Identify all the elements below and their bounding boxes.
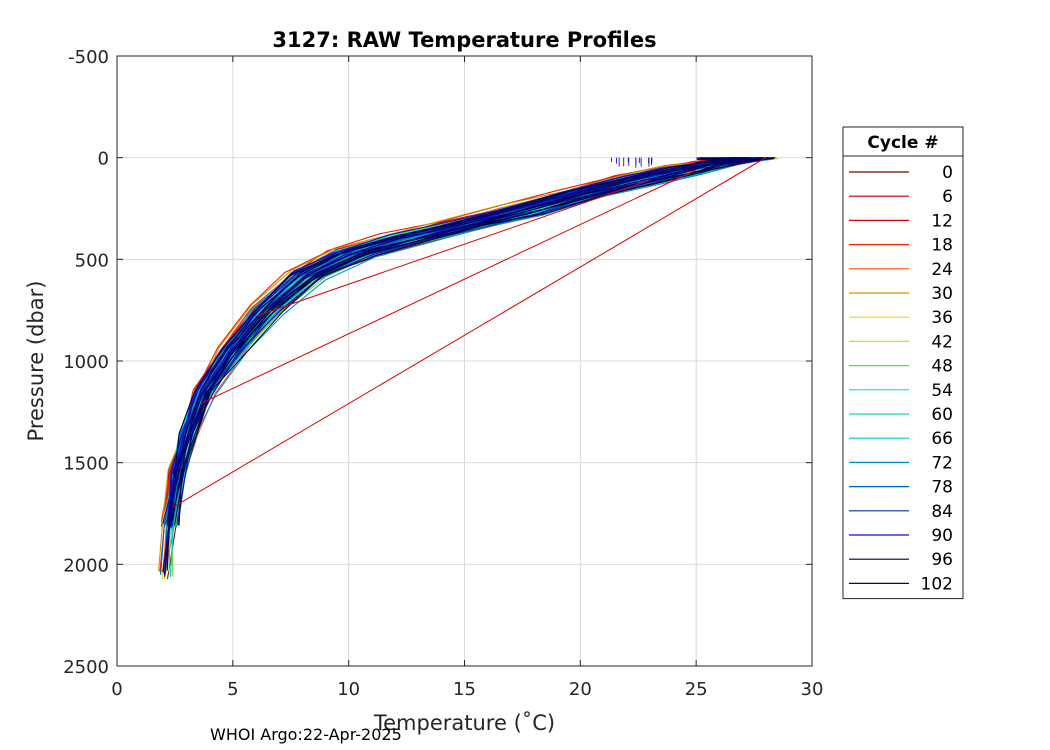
profile-line <box>175 158 775 527</box>
y-tick-label: 1000 <box>63 352 109 373</box>
legend-label: 0 <box>942 163 953 183</box>
outlier-segment <box>200 169 697 405</box>
profile-line <box>178 157 775 526</box>
legend-label: 30 <box>931 284 953 304</box>
legend-label: 102 <box>921 574 953 594</box>
legend-title: Cycle # <box>867 133 938 153</box>
x-tick-label: 25 <box>685 679 708 700</box>
profile-line <box>163 157 764 575</box>
y-tick-label: 2500 <box>63 657 109 678</box>
legend-label: 48 <box>931 357 953 377</box>
chart-title: 3127: RAW Temperature Profiles <box>272 28 656 52</box>
outlier-segment <box>255 179 650 317</box>
legend-label: 60 <box>931 405 953 425</box>
x-tick-label: 20 <box>569 679 592 700</box>
legend-label: 90 <box>931 526 953 546</box>
legend-label: 36 <box>931 308 953 328</box>
legend-label: 42 <box>931 332 953 352</box>
x-tick-label: 15 <box>453 679 476 700</box>
x-tick-label: 0 <box>111 679 122 700</box>
legend-label: 84 <box>931 502 953 522</box>
footer-credit: WHOI Argo:22-Apr-2025 <box>210 725 402 744</box>
y-axis-label: Pressure (dbar) <box>24 281 48 442</box>
x-axis-label: Temperature (˚C) <box>373 711 555 735</box>
profile-line <box>174 158 765 526</box>
outlier-segment <box>172 157 766 508</box>
legend-label: 78 <box>931 478 953 498</box>
y-tick-label: 0 <box>98 149 109 170</box>
profile-line <box>162 158 753 573</box>
x-tick-label: 10 <box>337 679 360 700</box>
legend-label: 24 <box>931 260 953 280</box>
legend-label: 96 <box>931 550 953 570</box>
legend-label: 72 <box>931 453 953 473</box>
legend-label: 6 <box>942 187 953 207</box>
y-tick-label: 2000 <box>63 555 109 576</box>
legend-label: 54 <box>931 381 953 401</box>
x-tick-label: 30 <box>801 679 824 700</box>
legend-box <box>842 126 964 600</box>
y-tick-label: 1500 <box>63 454 109 475</box>
profile-line <box>166 157 749 571</box>
y-tick-label: -500 <box>68 47 109 68</box>
profile-line <box>165 157 749 523</box>
x-tick-label: 5 <box>227 679 238 700</box>
legend-label: 18 <box>931 236 953 256</box>
y-tick-label: 500 <box>75 250 109 271</box>
profiles-group <box>158 157 778 580</box>
legend-label: 12 <box>931 211 953 231</box>
legend-label: 66 <box>931 429 953 449</box>
